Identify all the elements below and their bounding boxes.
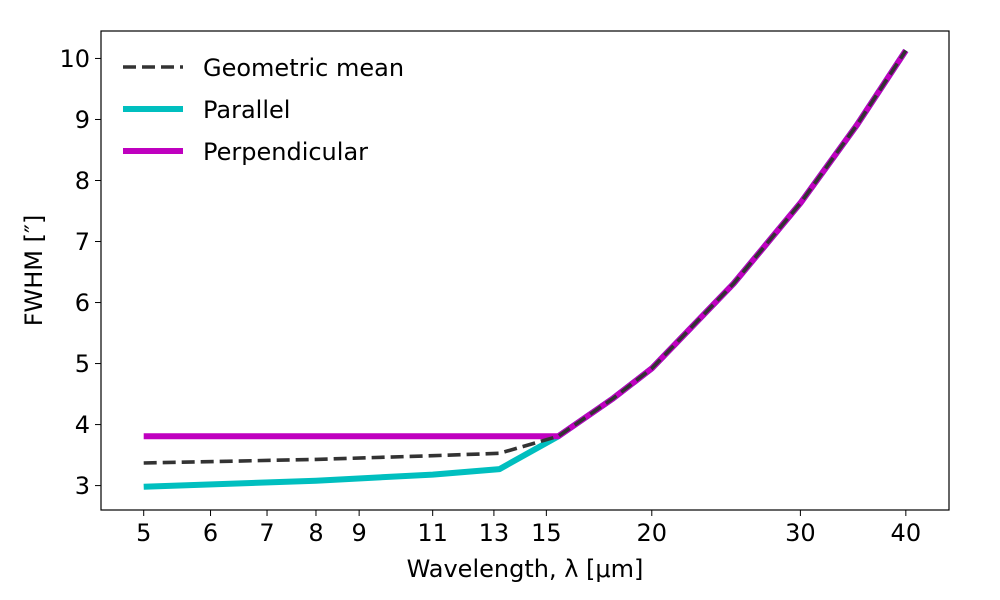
y-tick-label: 7 [75, 228, 90, 256]
x-tick-label: 15 [531, 519, 562, 547]
x-tick-label: 11 [417, 519, 448, 547]
y-tick-label: 5 [75, 350, 90, 378]
y-axis: 3 4 5 6 7 8 9 10 [59, 45, 101, 500]
x-tick-label: 6 [203, 519, 218, 547]
y-tick-label: 10 [59, 45, 90, 73]
x-tick-label: 40 [891, 519, 922, 547]
y-tick-label: 9 [75, 106, 90, 134]
plot-lines [143, 48, 909, 490]
x-tick-label: 20 [637, 519, 668, 547]
legend-label: Geometric mean [203, 54, 404, 82]
legend-label: Parallel [203, 96, 290, 124]
y-axis-label: FWHM [″] [20, 215, 48, 327]
x-tick-label: 9 [351, 519, 366, 547]
series-line-geometric-mean [143, 49, 908, 465]
x-tick-label: 5 [136, 519, 151, 547]
y-tick-label: 8 [75, 167, 90, 195]
legend: Geometric mean Parallel Perpendicular [123, 54, 404, 166]
x-axis: 5 6 7 8 9 11 13 15 20 30 40 [136, 510, 921, 547]
x-tick-label: 7 [259, 519, 274, 547]
x-tick-label: 13 [479, 519, 510, 547]
legend-label: Perpendicular [203, 138, 368, 166]
y-tick-label: 6 [75, 289, 90, 317]
y-tick-label: 3 [75, 472, 90, 500]
x-axis-label: Wavelength, λ [μm] [407, 555, 644, 583]
x-tick-label: 30 [785, 519, 816, 547]
y-tick-label: 4 [75, 411, 90, 439]
x-tick-label: 8 [308, 519, 323, 547]
plot-frame [100, 30, 950, 511]
